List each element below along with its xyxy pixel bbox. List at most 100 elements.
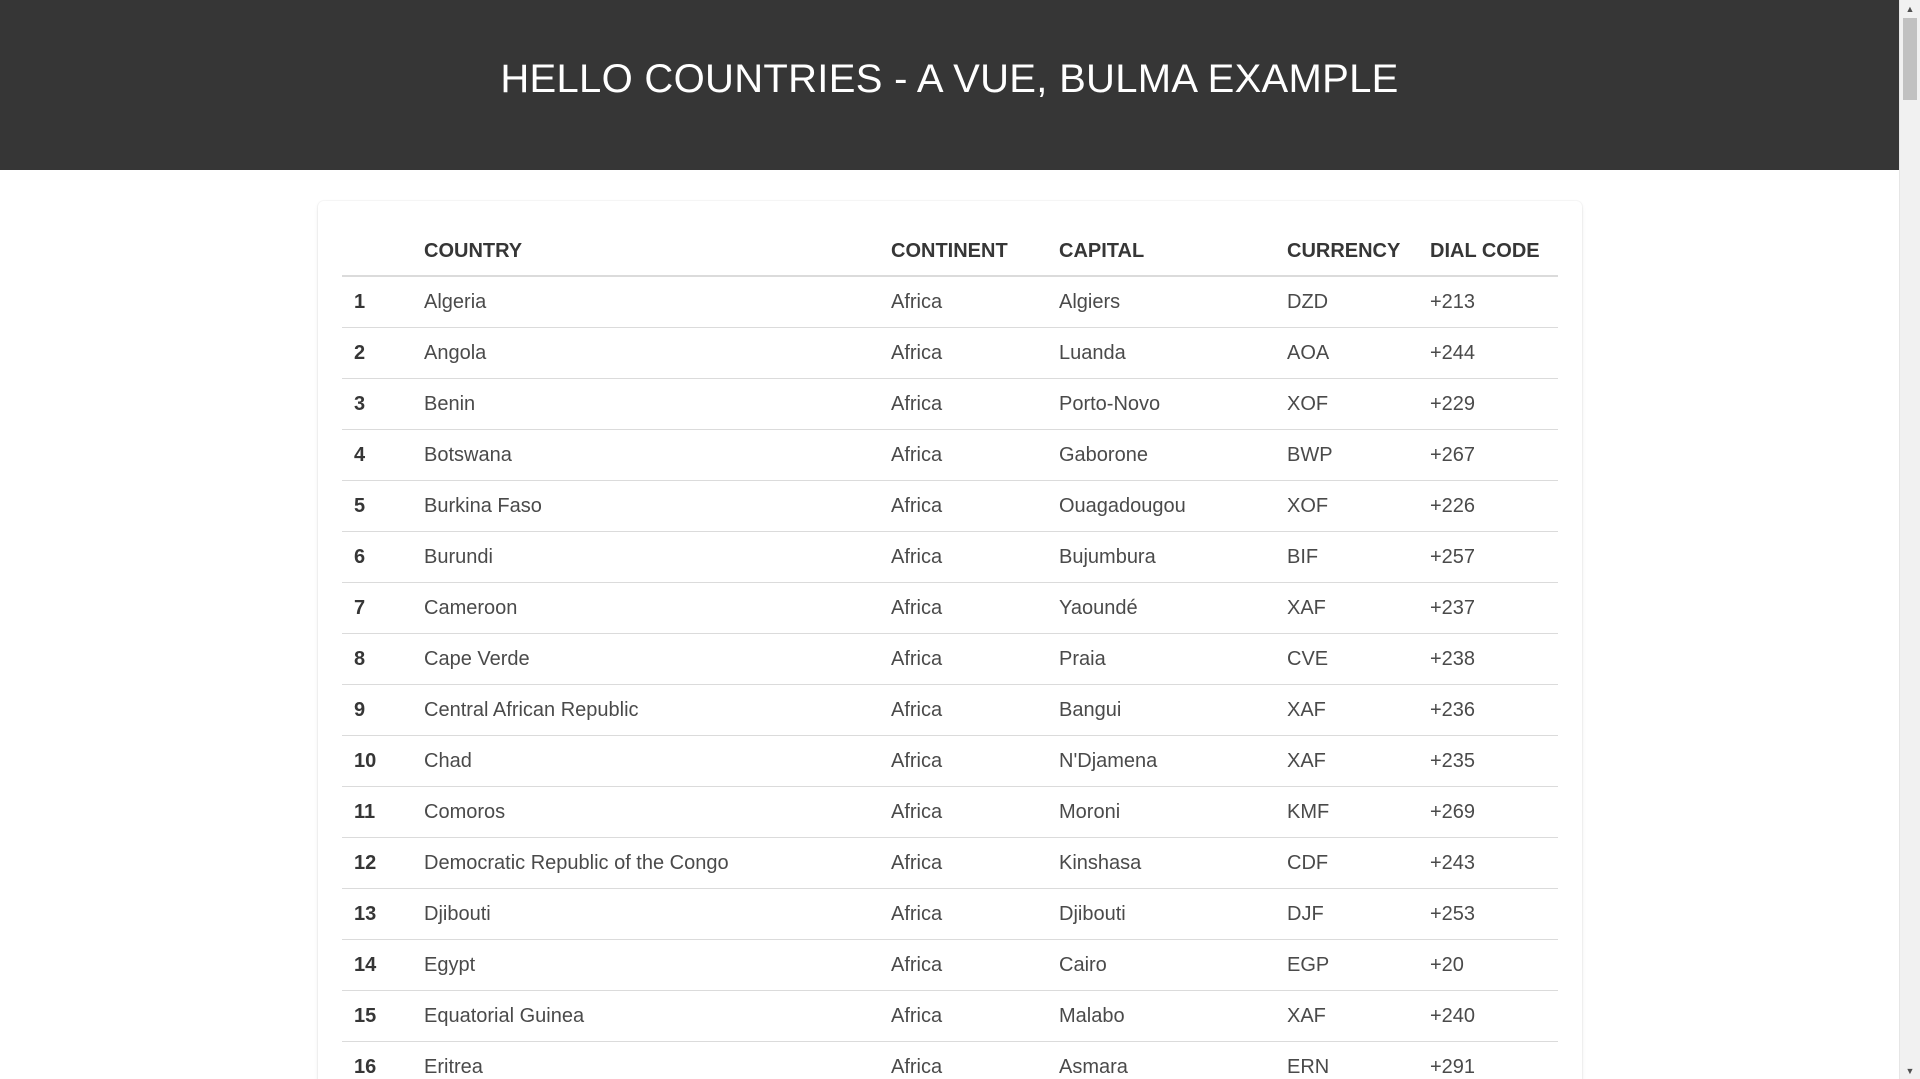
cell-dial-code: +240: [1418, 990, 1558, 1042]
cell-currency: KMF: [1275, 786, 1418, 838]
cell-continent: Africa: [879, 327, 1047, 379]
cell-capital: Kinshasa: [1047, 837, 1275, 889]
cell-continent: Africa: [879, 276, 1047, 328]
cell-currency: XAF: [1275, 735, 1418, 787]
cell-capital: Bujumbura: [1047, 531, 1275, 583]
cell-dial-code: +257: [1418, 531, 1558, 583]
row-index: 13: [342, 888, 412, 940]
cell-continent: Africa: [879, 939, 1047, 991]
cell-continent: Africa: [879, 735, 1047, 787]
table-row: 1 Algeria Africa Algiers DZD +213: [342, 276, 1558, 328]
cell-country: Equatorial Guinea: [412, 990, 879, 1042]
table-row: 5 Burkina Faso Africa Ouagadougou XOF +226: [342, 480, 1558, 532]
column-header-capital: CAPITAL: [1047, 227, 1275, 277]
column-header-continent: CONTINENT: [879, 227, 1047, 277]
row-index: 1: [342, 276, 412, 328]
cell-country: Central African Republic: [412, 684, 879, 736]
cell-currency: XOF: [1275, 480, 1418, 532]
cell-continent: Africa: [879, 837, 1047, 889]
cell-continent: Africa: [879, 633, 1047, 685]
cell-capital: Cairo: [1047, 939, 1275, 991]
column-header-country: COUNTRY: [412, 227, 879, 277]
countries-table: COUNTRY CONTINENT CAPITAL CURRENCY DIAL …: [342, 227, 1558, 1079]
cell-dial-code: +253: [1418, 888, 1558, 940]
cell-country: Chad: [412, 735, 879, 787]
cell-country: Eritrea: [412, 1041, 879, 1079]
cell-dial-code: +20: [1418, 939, 1558, 991]
cell-currency: XOF: [1275, 378, 1418, 430]
table-row: 12 Democratic Republic of the Congo Africa…: [342, 837, 1558, 889]
cell-country: Djibouti: [412, 888, 879, 940]
cell-capital: Ouagadougou: [1047, 480, 1275, 532]
cell-capital: Praia: [1047, 633, 1275, 685]
table-row: 10 Chad Africa N'Djamena XAF +235: [342, 735, 1558, 787]
cell-dial-code: +235: [1418, 735, 1558, 787]
cell-capital: N'Djamena: [1047, 735, 1275, 787]
cell-dial-code: +213: [1418, 276, 1558, 328]
cell-currency: XAF: [1275, 582, 1418, 634]
cell-continent: Africa: [879, 480, 1047, 532]
row-index: 2: [342, 327, 412, 379]
table-row: 4 Botswana Africa Gaborone BWP +267: [342, 429, 1558, 481]
cell-country: Angola: [412, 327, 879, 379]
cell-dial-code: +226: [1418, 480, 1558, 532]
cell-dial-code: +237: [1418, 582, 1558, 634]
cell-dial-code: +238: [1418, 633, 1558, 685]
cell-country: Cape Verde: [412, 633, 879, 685]
cell-continent: Africa: [879, 786, 1047, 838]
cell-capital: Asmara: [1047, 1041, 1275, 1079]
page-title: HELLO COUNTRIES - A VUE, BULMA EXAMPLE: [500, 56, 1399, 101]
cell-currency: CDF: [1275, 837, 1418, 889]
cell-country: Cameroon: [412, 582, 879, 634]
scroll-down-arrow-icon[interactable]: ▼: [1905, 1065, 1915, 1076]
cell-currency: ERN: [1275, 1041, 1418, 1079]
cell-continent: Africa: [879, 531, 1047, 583]
cell-continent: Africa: [879, 888, 1047, 940]
vertical-scrollbar[interactable]: ▲ ▼: [1899, 0, 1920, 1079]
cell-dial-code: +243: [1418, 837, 1558, 889]
table-row: 6 Burundi Africa Bujumbura BIF +257: [342, 531, 1558, 583]
cell-country: Benin: [412, 378, 879, 430]
cell-currency: EGP: [1275, 939, 1418, 991]
table-row: 13 Djibouti Africa Djibouti DJF +253: [342, 888, 1558, 940]
cell-currency: DZD: [1275, 276, 1418, 328]
cell-dial-code: +244: [1418, 327, 1558, 379]
cell-capital: Djibouti: [1047, 888, 1275, 940]
cell-continent: Africa: [879, 378, 1047, 430]
cell-currency: BWP: [1275, 429, 1418, 481]
cell-country: Burkina Faso: [412, 480, 879, 532]
cell-capital: Yaoundé: [1047, 582, 1275, 634]
row-index: 8: [342, 633, 412, 685]
table-row: 11 Comoros Africa Moroni KMF +269: [342, 786, 1558, 838]
cell-currency: DJF: [1275, 888, 1418, 940]
cell-continent: Africa: [879, 582, 1047, 634]
scrollbar-thumb[interactable]: [1903, 18, 1917, 100]
cell-country: Egypt: [412, 939, 879, 991]
cell-capital: Luanda: [1047, 327, 1275, 379]
column-header-currency: CURRENCY: [1275, 227, 1418, 277]
scroll-up-arrow-icon[interactable]: ▲: [1905, 3, 1915, 14]
cell-dial-code: +291: [1418, 1041, 1558, 1079]
row-index: 7: [342, 582, 412, 634]
table-row: 15 Equatorial Guinea Africa Malabo XAF +240: [342, 990, 1558, 1042]
cell-capital: Malabo: [1047, 990, 1275, 1042]
cell-currency: CVE: [1275, 633, 1418, 685]
row-index: 10: [342, 735, 412, 787]
table-row: 7 Cameroon Africa Yaoundé XAF +237: [342, 582, 1558, 634]
cell-dial-code: +269: [1418, 786, 1558, 838]
cell-currency: XAF: [1275, 990, 1418, 1042]
column-header-dial-code: DIAL CODE: [1418, 227, 1558, 277]
cell-capital: Gaborone: [1047, 429, 1275, 481]
row-index: 16: [342, 1041, 412, 1079]
row-index: 12: [342, 837, 412, 889]
row-index: 3: [342, 378, 412, 430]
countries-card: COUNTRY CONTINENT CAPITAL CURRENCY DIAL …: [318, 201, 1582, 1079]
cell-dial-code: +236: [1418, 684, 1558, 736]
table-row: 8 Cape Verde Africa Praia CVE +238: [342, 633, 1558, 685]
row-index: 5: [342, 480, 412, 532]
cell-currency: BIF: [1275, 531, 1418, 583]
row-index: 14: [342, 939, 412, 991]
row-index: 11: [342, 786, 412, 838]
table-row: 9 Central African Republic Africa Bangui XAF…: [342, 684, 1558, 736]
